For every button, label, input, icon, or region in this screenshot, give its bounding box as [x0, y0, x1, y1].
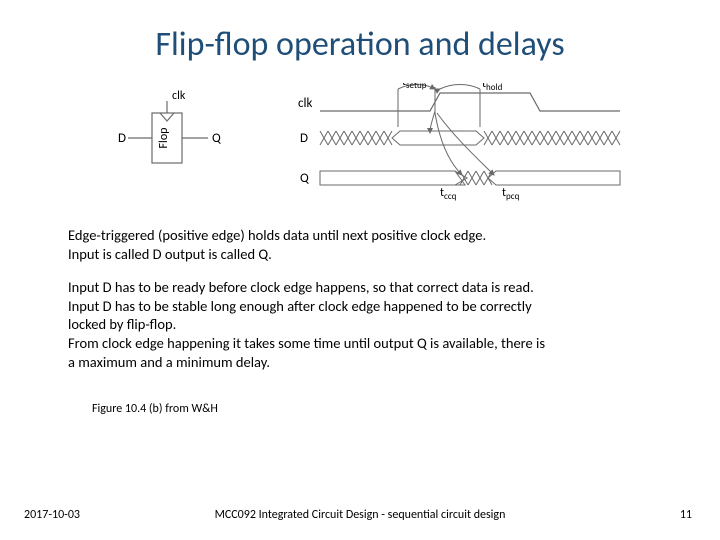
d-label: D: [118, 131, 126, 146]
footer-page-number: 11: [680, 508, 692, 522]
timing-diagram: clk D Q tsetup thold tccq tpcq: [290, 83, 650, 208]
flipflop-schematic: clk D Q Flop: [110, 83, 230, 188]
d-sample-arrow: [430, 111, 435, 133]
para2-line5: a maximum and a minimum delay.: [68, 353, 270, 371]
para1-line1: Edge-triggered (positive edge) holds dat…: [68, 226, 486, 244]
q-hatch: [460, 171, 492, 185]
thold-label: thold: [482, 83, 503, 93]
tccq-label: tccq: [440, 186, 457, 202]
block-label: Flop: [157, 128, 171, 149]
clk-label: clk: [172, 89, 186, 103]
slide-title: Flip-flop operation and delays: [0, 0, 720, 73]
body-text: Edge-triggered (positive edge) holds dat…: [0, 208, 720, 372]
footer-center: MCC092 Integrated Circuit Design - seque…: [0, 508, 720, 522]
para2-line4: From clock edge happening it takes some …: [68, 334, 545, 352]
figure-caption: Figure 10.4 (b) from W&H: [0, 386, 720, 416]
tpcq-arrow: [437, 113, 494, 175]
q-label: Q: [212, 131, 221, 146]
para2-line1: Input D has to be ready before clock edg…: [68, 278, 534, 296]
tsetup-label: tsetup: [402, 83, 427, 91]
para1-line2: Input is called D output is called Q.: [68, 245, 272, 263]
d-hatch-right: [484, 131, 620, 145]
timing-clk-label: clk: [298, 96, 312, 111]
footer-date: 2017-10-03: [24, 508, 80, 522]
thold-bracket: [435, 85, 480, 128]
timing-d-label: D: [300, 131, 308, 146]
d-hatch-left: [320, 131, 392, 145]
tpcq-label: tpcq: [502, 186, 520, 202]
tccq-arrow: [435, 113, 462, 175]
para2-line3: locked by flip-flop.: [68, 315, 176, 333]
para2-line2: Input D has to be stable long enough aft…: [68, 297, 532, 315]
timing-q-label: Q: [300, 171, 309, 186]
diagram-row: clk D Q Flop: [0, 73, 720, 208]
slide-footer: 2017-10-03 MCC092 Integrated Circuit Des…: [0, 508, 720, 522]
